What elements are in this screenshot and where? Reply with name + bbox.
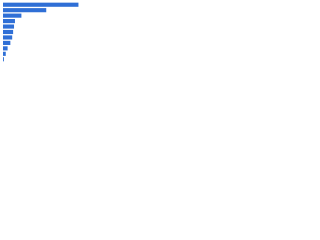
bar	[3, 2, 79, 7]
bar	[3, 57, 4, 62]
bar	[3, 13, 22, 18]
bar	[3, 35, 13, 40]
bar	[3, 19, 15, 24]
bar	[3, 24, 15, 29]
bar	[3, 51, 6, 56]
chart	[3, 2, 79, 62]
bar	[3, 29, 14, 35]
bar	[3, 46, 8, 51]
bar	[3, 40, 11, 45]
bar	[3, 8, 47, 13]
